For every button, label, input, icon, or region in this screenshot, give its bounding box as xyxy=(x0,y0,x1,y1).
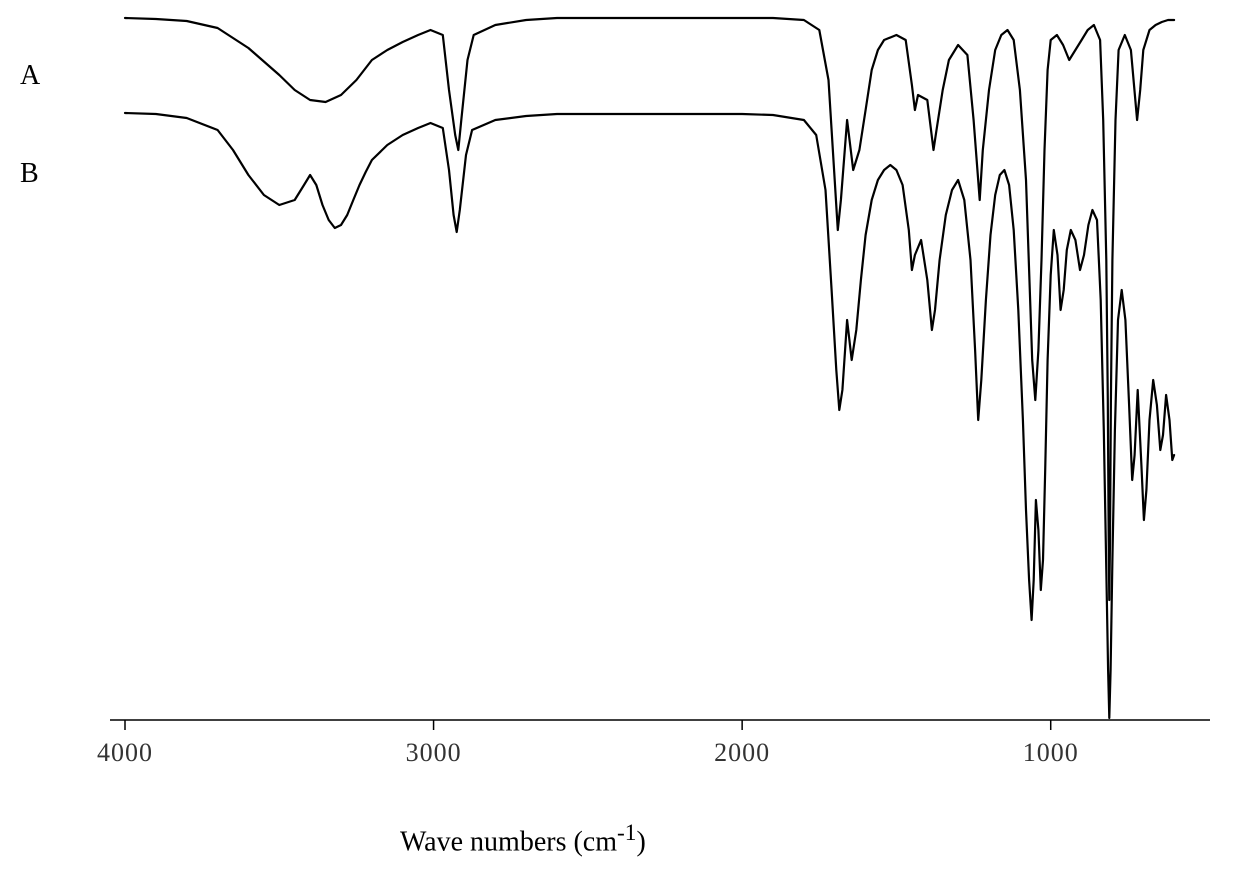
x-axis-label-sup: -1 xyxy=(617,820,636,846)
x-axis-label-close: ) xyxy=(636,826,645,857)
xtick-2000: 2000 xyxy=(714,738,770,768)
xtick-3000: 3000 xyxy=(406,738,462,768)
xtick-1000: 1000 xyxy=(1023,738,1079,768)
xtick-4000: 4000 xyxy=(97,738,153,768)
x-axis-label-text: Wave numbers (cm xyxy=(400,826,617,857)
x-axis-label: Wave numbers (cm-1) xyxy=(400,820,646,858)
ir-spectra-chart: A B 4000 3000 2000 1000 Wave numbers (cm… xyxy=(0,0,1240,884)
